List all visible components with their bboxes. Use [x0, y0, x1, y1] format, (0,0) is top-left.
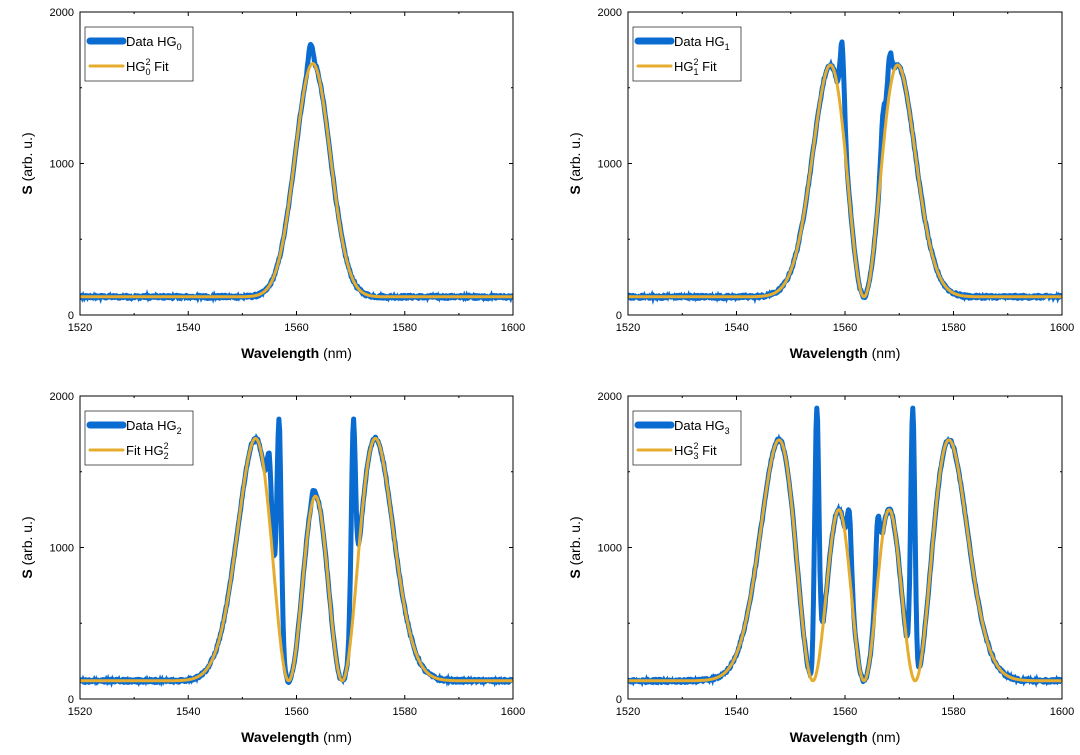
- legend: Data HG1 HG2 1 Fit: [632, 26, 742, 82]
- legend: Data HG2 Fit HG2 2: [84, 410, 194, 466]
- y-tick-label: 1000: [50, 543, 74, 555]
- legend: Data HG0 HG2 0 Fit: [84, 26, 194, 82]
- chart-panel-0: 1520 1540 1560 1580 1600 0 1000 2000 Wavelength …: [19, 7, 525, 361]
- data-trace-jitter: [80, 43, 513, 305]
- fit-curve: [80, 62, 513, 299]
- legend-label: HG2 0 Fit: [126, 57, 169, 77]
- data-trace: [80, 41, 513, 301]
- x-tick-label: 1600: [501, 322, 525, 334]
- x-tick-label: 1560: [284, 322, 308, 334]
- legend-label: Data HG3: [674, 418, 730, 436]
- fit-curve: [628, 63, 1062, 299]
- x-tick-label: 1600: [1050, 706, 1074, 718]
- x-tick-label: 1540: [724, 706, 748, 718]
- x-tick-label: 1520: [68, 706, 92, 718]
- x-axis-title: Wavelength (nm): [241, 345, 352, 361]
- y-axis-title: S (arb. u.): [567, 516, 583, 578]
- x-tick-label: 1580: [941, 706, 965, 718]
- legend-label: Fit HG2 2: [126, 441, 169, 461]
- x-tick-label: 1580: [393, 706, 417, 718]
- x-tick-label: 1520: [68, 322, 92, 334]
- y-tick-label: 2000: [50, 7, 74, 19]
- y-axis-title: S (arb. u.): [19, 132, 35, 194]
- y-tick-label: 2000: [598, 7, 622, 19]
- data-trace-jitter: [628, 48, 1062, 305]
- legend-box: [84, 26, 194, 82]
- legend: Data HG3 HG2 3 Fit: [632, 410, 742, 466]
- x-tick-label: 1520: [616, 322, 640, 334]
- legend-box: [632, 26, 742, 82]
- y-tick-label: 0: [68, 310, 74, 322]
- fit-curve: [80, 436, 513, 683]
- chart-panel-3: 1520 1540 1560 1580 1600 0 1000 2000 Wavelength …: [567, 391, 1074, 745]
- x-axis-title: Wavelength (nm): [241, 729, 352, 745]
- chart-panel-1: 1520 1540 1560 1580 1600 0 1000 2000 Wavelength …: [567, 7, 1074, 361]
- y-axis-title: S (arb. u.): [567, 132, 583, 194]
- x-tick-label: 1560: [284, 706, 308, 718]
- x-axis-title: Wavelength (nm): [790, 729, 901, 745]
- x-tick-label: 1580: [941, 322, 965, 334]
- y-tick-label: 0: [616, 310, 622, 322]
- x-tick-label: 1520: [616, 706, 640, 718]
- fit-curve: [628, 438, 1062, 683]
- x-tick-label: 1600: [1050, 322, 1074, 334]
- y-tick-label: 2000: [50, 391, 74, 403]
- chart-panel-2: 1520 1540 1560 1580 1600 0 1000 2000 Wavelength …: [19, 391, 525, 745]
- x-tick-label: 1600: [501, 706, 525, 718]
- legend-box: [84, 410, 194, 466]
- legend-box: [632, 410, 742, 466]
- y-tick-label: 1000: [598, 543, 622, 555]
- x-tick-label: 1540: [176, 706, 200, 718]
- legend-label: Data HG2: [126, 418, 182, 436]
- x-tick-label: 1560: [833, 322, 857, 334]
- x-tick-label: 1540: [176, 322, 200, 334]
- legend-label: Data HG1: [674, 34, 730, 52]
- legend-label: HG2 3 Fit: [674, 441, 717, 461]
- y-axis-title: S (arb. u.): [19, 516, 35, 578]
- y-tick-label: 1000: [50, 159, 74, 171]
- y-tick-label: 1000: [598, 159, 622, 171]
- legend-label: HG2 1 Fit: [674, 57, 717, 77]
- x-tick-label: 1540: [724, 322, 748, 334]
- y-tick-label: 2000: [598, 391, 622, 403]
- legend-label: Data HG0: [126, 34, 182, 52]
- y-tick-label: 0: [616, 694, 622, 706]
- x-axis-title: Wavelength (nm): [790, 345, 901, 361]
- data-trace-jitter: [628, 431, 1062, 688]
- x-tick-label: 1580: [393, 322, 417, 334]
- y-tick-label: 0: [68, 694, 74, 706]
- x-tick-label: 1560: [833, 706, 857, 718]
